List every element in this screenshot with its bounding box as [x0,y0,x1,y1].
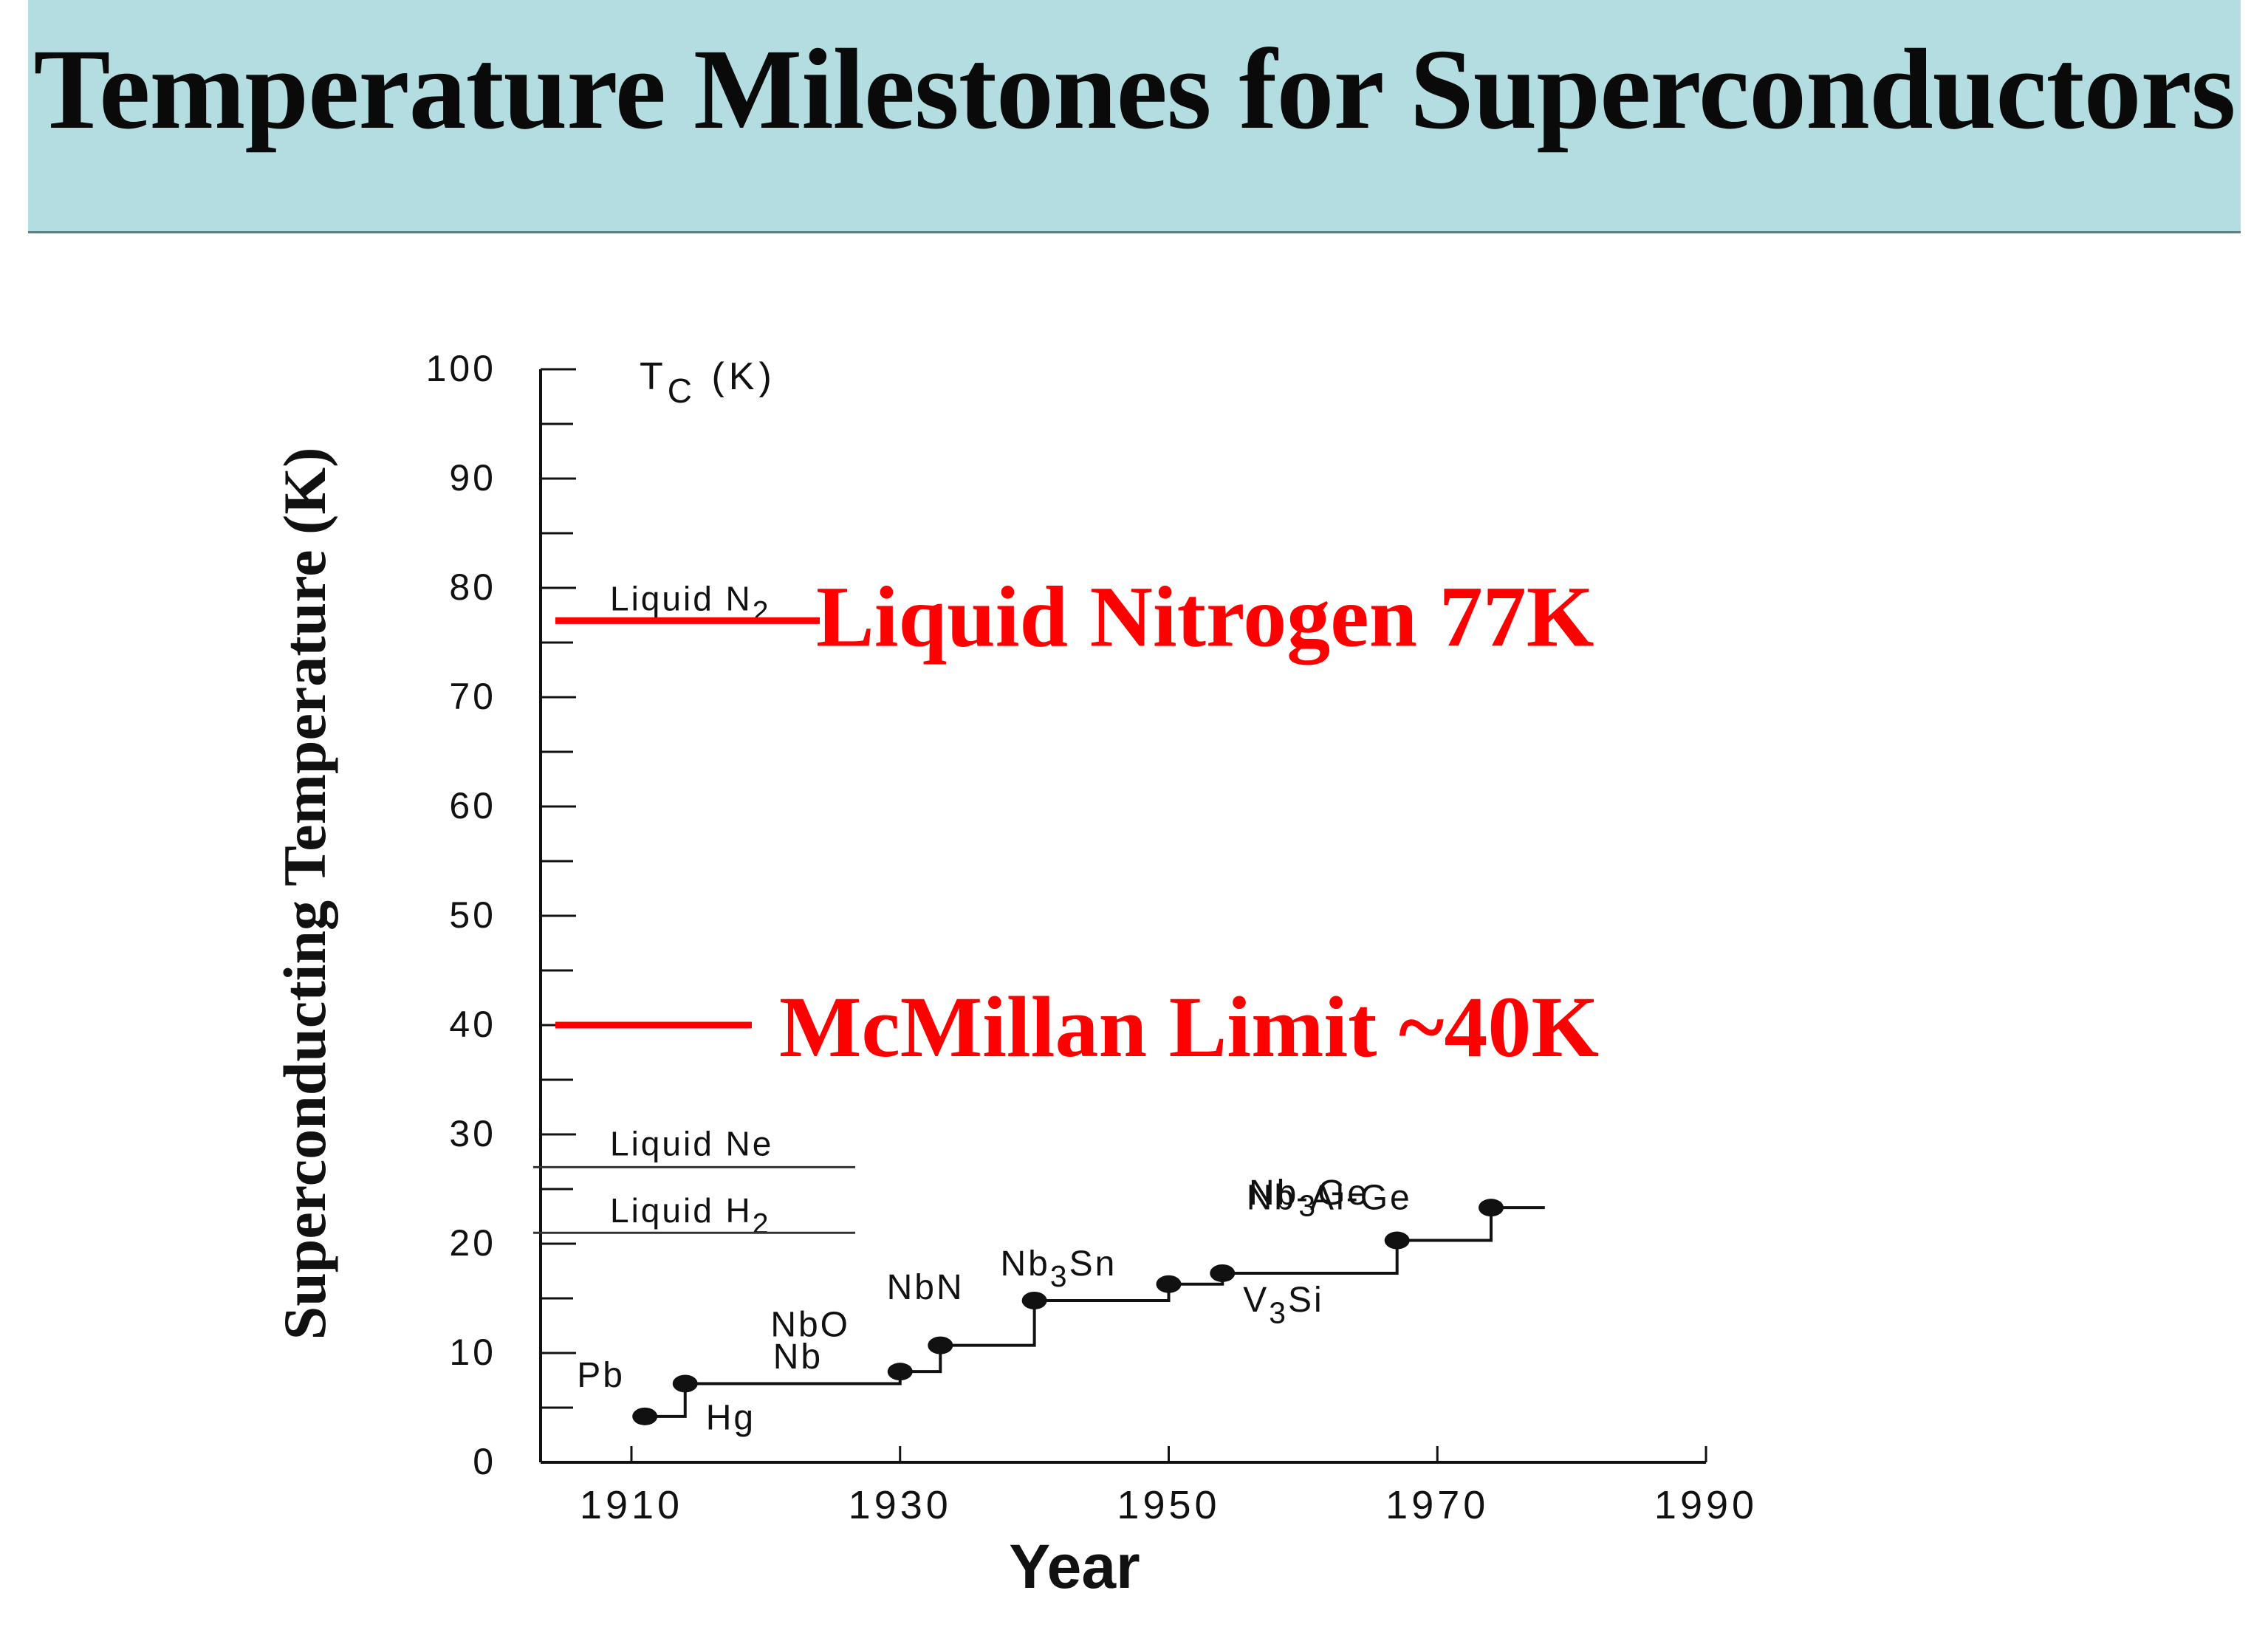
y-tick-label: 70 [449,676,496,717]
x-axis-title: Year [1009,1532,1140,1601]
reference-line-label: Liquid H2 [610,1191,771,1240]
x-tick-label: 1970 [1385,1483,1489,1527]
data-point [1210,1264,1236,1282]
data-point [1156,1275,1182,1293]
data-point [1479,1199,1504,1217]
reference-annotation: Liquid Nitrogen 77K [816,568,1594,665]
data-point [928,1336,953,1354]
y-tick-label: 20 [449,1222,496,1264]
x-tick-label: 1990 [1654,1483,1758,1527]
y-unit-label: TC (K) [640,355,776,410]
data-point-label: Nb3Ge [1249,1174,1369,1222]
superconductor-tc-chart: 0 10 20 30 40 50 60 70 80 90 100 1910 1930 1950 1970 19… [271,348,1758,1601]
data-point-label: Hg [706,1398,756,1437]
data-point [632,1407,658,1425]
reference-line-label: Liquid Ne [610,1124,773,1162]
data-point-label: V3Si [1243,1281,1323,1329]
data-point-label: Pb [577,1356,625,1395]
x-tick-label: 1930 [849,1483,952,1527]
y-tick-label: 60 [449,785,496,826]
y-tick-label: 10 [449,1332,496,1373]
y-tick-label: 30 [449,1113,496,1154]
y-axis-title: Superconducting Temperature (K) [271,448,338,1340]
data-point-label: NbN [887,1268,965,1307]
data-point [1384,1231,1410,1250]
y-tick-label: 40 [449,1004,496,1045]
y-tick-label: 0 [473,1441,496,1482]
y-tick-label: 100 [426,348,496,389]
y-tick-label: 50 [449,894,496,936]
reference-line-label: Liquid N2 [610,579,771,628]
data-point [1021,1291,1047,1309]
x-tick-label: 1950 [1117,1483,1220,1527]
data-point-label: Nb [773,1337,823,1377]
data-point-label: NbO [770,1306,850,1345]
data-point [672,1374,698,1393]
data-point-label: Nb-Al-Ge [1247,1179,1412,1218]
data-point-label: Nb3Sn [1001,1244,1117,1293]
title-banner: Temperature Milestones for Superconducto… [28,0,2241,233]
y-tick-label: 80 [449,566,496,608]
slide-title: Temperature Milestones for Superconducto… [33,25,2236,153]
reference-annotation: McMillan Limit ~40K [779,979,1599,1075]
x-tick-label: 1910 [580,1483,683,1527]
y-tick-label: 90 [449,457,496,499]
data-point [887,1363,913,1381]
tc-step-line [645,1206,1545,1418]
